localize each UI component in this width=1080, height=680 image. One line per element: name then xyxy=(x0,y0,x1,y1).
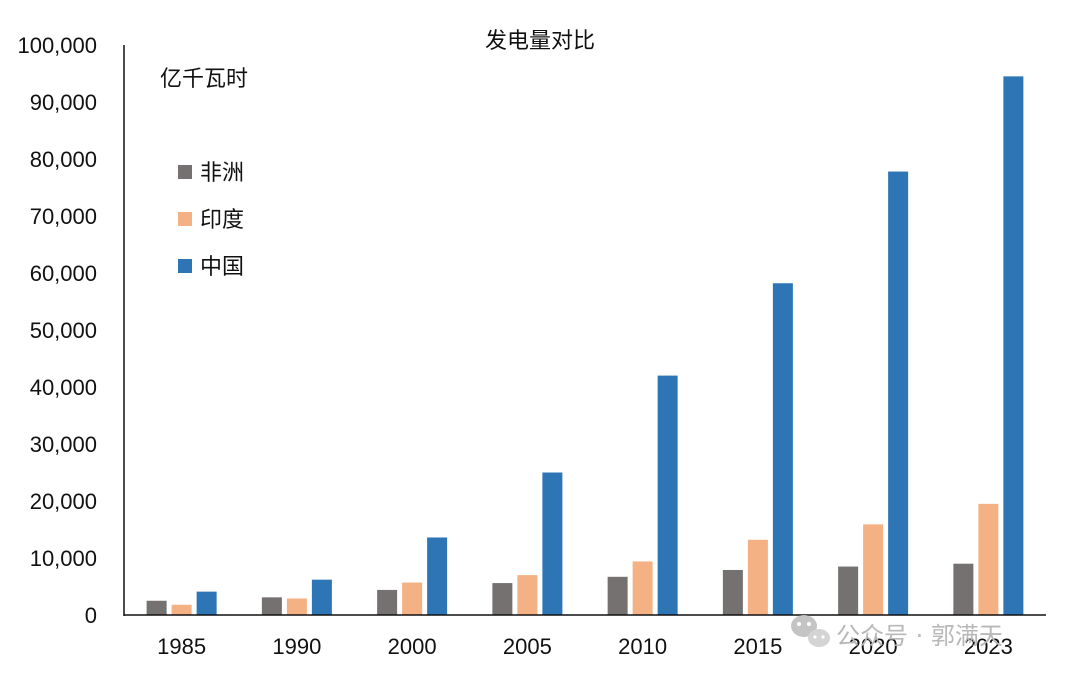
bar-1985-0 xyxy=(146,600,167,615)
watermark: 公众号 · 郭满天 xyxy=(791,615,1003,650)
bar-2015-2 xyxy=(772,283,793,615)
chart-title: 发电量对比 xyxy=(485,29,595,54)
bar-2023-2 xyxy=(1003,76,1024,616)
bar-1985-2 xyxy=(196,591,217,615)
watermark-text: 公众号 · 郭满天 xyxy=(836,622,1003,650)
x-axis-ticks: 1985 1990 2000 2005 2010 2015 2020 2023 xyxy=(157,634,1013,659)
legend-label: 中国 xyxy=(200,255,244,280)
x-tick-label: 1985 xyxy=(157,634,206,659)
bar-2005-0 xyxy=(492,583,513,615)
bar-2015-0 xyxy=(722,569,743,615)
bar-1990-2 xyxy=(311,579,332,615)
bar-1990-1 xyxy=(286,598,307,615)
y-tick-label: 80,000 xyxy=(30,147,97,172)
y-axis-ticks: 0 10,000 20,000 30,000 40,000 50,000 60,000 70,… xyxy=(17,33,97,628)
x-tick-label: 2000 xyxy=(388,634,437,659)
bar-2005-1 xyxy=(517,575,538,615)
bar-2000-0 xyxy=(377,589,398,615)
bar-2005-2 xyxy=(542,472,563,615)
bar-2000-2 xyxy=(427,537,448,615)
x-tick-label: 2023 xyxy=(964,634,1013,659)
bar-2020-1 xyxy=(863,524,884,615)
y-tick-label: 10,000 xyxy=(30,546,97,571)
legend-label: 印度 xyxy=(200,208,244,233)
y-tick-label: 0 xyxy=(85,603,97,628)
y-tick-label: 30,000 xyxy=(30,432,97,457)
bars xyxy=(146,76,1024,616)
y-tick-label: 40,000 xyxy=(30,375,97,400)
x-tick-label: 1990 xyxy=(272,634,321,659)
wechat-icon xyxy=(791,615,830,647)
bar-2010-2 xyxy=(657,375,678,615)
y-axis-unit-label: 亿千瓦时 xyxy=(160,67,248,92)
bar-2000-1 xyxy=(402,582,423,615)
y-tick-label: 90,000 xyxy=(30,90,97,115)
x-tick-label: 2010 xyxy=(618,634,667,659)
y-tick-label: 60,000 xyxy=(30,261,97,286)
y-tick-label: 70,000 xyxy=(30,204,97,229)
legend-swatch xyxy=(178,165,192,179)
bar-2015-1 xyxy=(747,539,768,615)
x-tick-label: 2015 xyxy=(733,634,782,659)
bar-2020-2 xyxy=(888,171,909,616)
x-tick-label: 2005 xyxy=(503,634,552,659)
legend-label: 非洲 xyxy=(200,161,244,186)
bar-2010-0 xyxy=(607,576,628,615)
bar-2023-0 xyxy=(953,563,974,615)
bar-2023-1 xyxy=(978,503,999,615)
bar-2020-0 xyxy=(838,566,859,615)
y-tick-label: 100,000 xyxy=(17,33,97,58)
bar-1990-0 xyxy=(261,597,282,615)
y-tick-label: 20,000 xyxy=(30,489,97,514)
legend-swatch xyxy=(178,212,192,226)
y-tick-label: 50,000 xyxy=(30,318,97,343)
legend-swatch xyxy=(178,259,192,273)
bar-2010-1 xyxy=(632,561,653,615)
x-tick-label: 2020 xyxy=(849,634,898,659)
bar-1985-1 xyxy=(171,604,192,615)
